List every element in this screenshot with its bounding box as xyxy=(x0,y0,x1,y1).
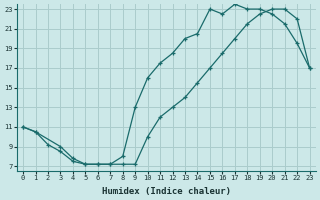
X-axis label: Humidex (Indice chaleur): Humidex (Indice chaleur) xyxy=(102,187,231,196)
